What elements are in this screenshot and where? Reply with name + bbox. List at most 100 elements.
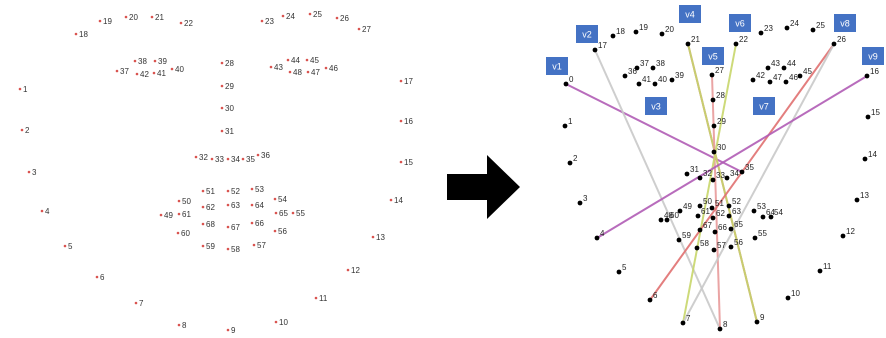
left-landmark-49: 49	[159, 211, 173, 220]
right-landmark-label: 24	[790, 19, 799, 28]
right-landmark-46: 46	[783, 73, 798, 85]
right-landmark-65: 65	[728, 220, 743, 232]
right-landmark-dot	[733, 41, 739, 47]
left-landmark-label: 59	[206, 242, 215, 251]
right-landmark-label: 19	[639, 23, 648, 32]
left-landmark-label: 67	[231, 223, 240, 232]
left-landmark-dot	[115, 69, 119, 73]
right-landmark-dot	[765, 65, 771, 71]
right-landmark-label: 1	[568, 117, 573, 126]
right-landmark-dot	[567, 160, 573, 166]
vector-label-box	[702, 47, 724, 65]
right-landmark-24: 24	[784, 19, 799, 31]
left-landmark-label: 23	[265, 17, 274, 26]
right-landmark-2: 2	[567, 154, 578, 166]
left-landmark-label: 21	[155, 13, 164, 22]
left-landmark-dot	[399, 119, 403, 123]
vector-label-v1: v1	[546, 57, 568, 75]
left-landmark-label: 61	[182, 210, 191, 219]
left-landmark-67: 67	[226, 223, 240, 232]
left-landmark-51: 51	[201, 187, 215, 196]
left-landmark-36: 36	[256, 151, 270, 160]
right-landmark-1: 1	[562, 117, 573, 129]
left-landmark-label: 9	[231, 326, 236, 335]
left-landmark-label: 27	[362, 25, 371, 34]
left-landmark-dot	[226, 203, 230, 207]
right-landmark-dot	[864, 73, 870, 79]
right-landmark-dot	[634, 65, 640, 71]
right-landmark-label: 52	[732, 197, 741, 206]
right-landmark-12: 12	[840, 227, 855, 239]
left-landmark-label: 19	[103, 17, 112, 26]
left-landmark-dot	[179, 21, 183, 25]
left-landmark-30: 30	[220, 104, 234, 113]
left-landmark-dot	[357, 27, 361, 31]
right-landmark-41: 41	[636, 75, 651, 87]
left-landmark-dot	[201, 222, 205, 226]
left-landmark-label: 63	[231, 201, 240, 210]
left-landmark-1: 1	[18, 85, 28, 94]
right-landmark-dot	[710, 177, 716, 183]
vector-label-v3: v3	[645, 97, 667, 115]
vector-label-v9: v9	[862, 47, 884, 65]
left-landmark-43: 43	[269, 63, 283, 72]
right-landmark-label: 65	[734, 220, 743, 229]
left-landmark-label: 37	[120, 67, 129, 76]
left-landmark-dot	[226, 157, 230, 161]
right-landmark-label: 61	[701, 207, 710, 216]
right-landmark-label: 66	[718, 223, 727, 232]
vector-line-v8	[682, 43, 835, 324]
left-landmark-52: 52	[226, 187, 240, 196]
left-landmark-dot	[252, 243, 256, 247]
right-landmark-dot	[622, 73, 628, 79]
vector-label-box	[645, 97, 667, 115]
left-landmark-dot	[399, 79, 403, 83]
vector-line-v1	[565, 83, 743, 173]
left-landmark-27: 27	[357, 25, 371, 34]
left-landmark-dot	[288, 70, 292, 74]
right-arrow-icon	[447, 155, 520, 219]
right-landmark-label: 33	[716, 171, 725, 180]
right-landmark-9: 9	[754, 313, 765, 325]
right-landmark-57: 57	[711, 241, 726, 253]
left-landmark-dot	[226, 328, 230, 332]
left-landmark-14: 14	[389, 196, 403, 205]
left-landmark-label: 39	[158, 57, 167, 66]
left-landmark-dot	[177, 212, 181, 216]
right-landmark-58: 58	[694, 239, 709, 251]
left-landmark-label: 40	[175, 65, 184, 74]
right-landmark-label: 15	[871, 108, 880, 117]
left-landmark-dot	[399, 160, 403, 164]
left-landmark-dot	[159, 213, 163, 217]
left-landmark-label: 5	[68, 242, 73, 251]
left-landmark-label: 64	[255, 201, 264, 210]
left-landmark-label: 18	[79, 30, 88, 39]
left-landmark-26: 26	[335, 14, 349, 23]
vector-label-text: v6	[735, 19, 745, 29]
right-landmark-0: 0	[563, 75, 574, 87]
vector-label-box	[729, 14, 751, 32]
left-landmark-dot	[220, 84, 224, 88]
right-landmark-dot	[784, 25, 790, 31]
right-landmark-60: 60	[664, 211, 679, 223]
left-landmark-dot	[256, 153, 260, 157]
right-landmark-label: 37	[640, 59, 649, 68]
left-landmark-dot	[241, 157, 245, 161]
left-landmark-label: 44	[291, 56, 300, 65]
right-landmark-dot	[865, 114, 871, 120]
left-landmark-47: 47	[306, 68, 320, 77]
left-landmark-label: 49	[164, 211, 173, 220]
right-landmark-7: 7	[680, 314, 691, 326]
right-landmark-dot	[739, 169, 745, 175]
right-landmark-dot	[760, 214, 766, 220]
vector-label-text: v5	[708, 52, 718, 62]
right-landmark-label: 17	[598, 41, 607, 50]
left-landmark-40: 40	[170, 65, 184, 74]
left-landmark-dot	[95, 275, 99, 279]
left-landmark-12: 12	[346, 266, 360, 275]
right-landmark-dot	[684, 171, 690, 177]
left-landmark-dot	[250, 221, 254, 225]
right-landmark-label: 18	[616, 27, 625, 36]
left-landmark-label: 13	[376, 233, 385, 242]
left-landmark-56: 56	[273, 227, 287, 236]
